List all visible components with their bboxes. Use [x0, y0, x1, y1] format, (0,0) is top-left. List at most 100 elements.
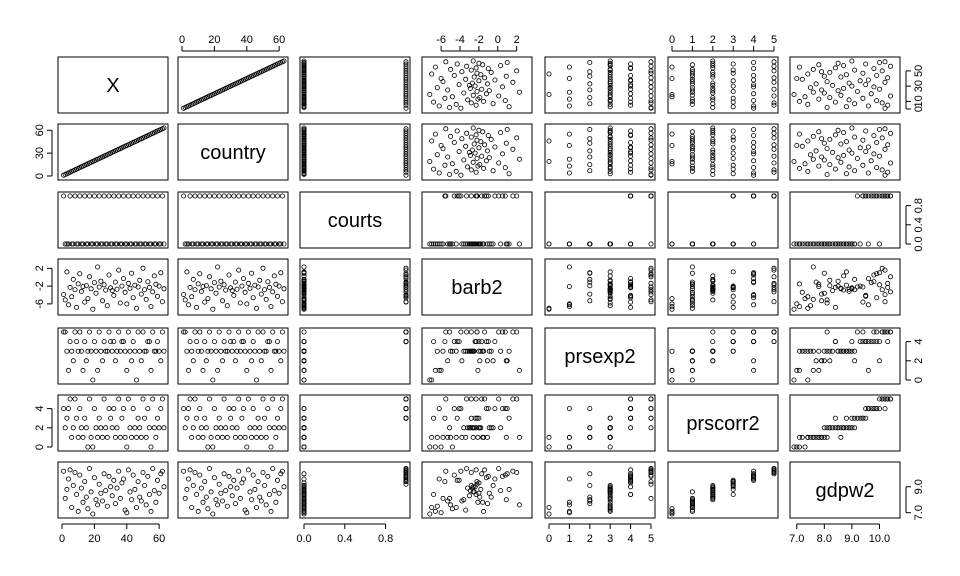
point-prscorr2-vs-barb2-61 [504, 406, 510, 412]
point-gdpw2-vs-prsexp2-46 [546, 504, 552, 510]
point-gdpw2-vs-country-45 [252, 486, 258, 492]
point-gdpw2-vs-prsexp2-58 [607, 499, 613, 505]
point-prsexp2-vs-country-28 [224, 348, 230, 354]
point-prscorr2-vs-barb2-20 [483, 406, 489, 412]
point-barb2-vs-X-32 [111, 292, 117, 298]
point-prscorr2-vs-gdpw2-43 [821, 434, 827, 440]
point-prscorr2-vs-barb2-4 [436, 406, 442, 412]
point-gdpw2-vs-barb2-60 [476, 490, 482, 496]
point-barb2-vs-X-28 [104, 303, 110, 309]
point-courts-vs-country-4 [185, 241, 191, 247]
point-prscorr2-vs-barb2-56 [464, 396, 470, 402]
point-barb2-vs-prsexp2-57 [607, 273, 613, 279]
point-courts-vs-gdpw2-45 [843, 241, 849, 247]
point-courts-vs-X-31 [109, 241, 115, 247]
point-country-vs-gdpw2-46 [805, 138, 811, 144]
point-barb2-vs-country-5 [187, 284, 193, 290]
point-prscorr2-vs-X-12 [78, 425, 84, 431]
point-barb2-vs-prsexp2-53 [628, 279, 634, 285]
point-prscorr2-vs-barb2-46 [429, 434, 435, 440]
point-barb2-vs-prsexp2-33 [587, 279, 593, 285]
right-axis-prsexp2: 024 [905, 339, 925, 383]
point-prsexp2-vs-country-20 [211, 339, 217, 345]
point-barb2-vs-prscorr2-41 [771, 280, 777, 286]
point-country-vs-courts-61 [301, 127, 307, 133]
point-courts-vs-gdpw2-43 [821, 241, 827, 247]
point-courts-vs-gdpw2-34 [846, 241, 852, 247]
point-courts-vs-country-26 [221, 193, 227, 199]
point-prscorr2-vs-X-20 [91, 406, 97, 412]
point-prscorr2-vs-country-8 [192, 396, 198, 402]
point-prsexp2-vs-barb2-8 [468, 329, 474, 335]
point-X-vs-courts-61 [301, 60, 307, 66]
point-country-vs-barb2-2 [447, 171, 453, 177]
point-X-vs-prscorr2-21 [710, 90, 716, 96]
point-prsexp2-vs-prscorr2-26 [771, 339, 777, 345]
point-barb2-vs-prsexp2-49 [587, 291, 593, 297]
point-X-vs-country-63 [281, 58, 287, 64]
point-X-vs-courts-47 [403, 70, 409, 76]
point-gdpw2-vs-barb2-50 [514, 469, 520, 475]
point-barb2-vs-X-15 [83, 283, 89, 289]
point-gdpw2-vs-country-43 [249, 497, 255, 503]
point-country-vs-gdpw2-38 [865, 144, 871, 150]
panel-frame [421, 191, 533, 249]
point-courts-vs-X-43 [129, 241, 135, 247]
point-country-vs-gdpw2-25 [819, 154, 825, 160]
point-prsexp2-vs-gdpw2-51 [852, 348, 858, 354]
point-X-vs-gdpw2-6 [805, 101, 811, 107]
point-courts-vs-barb2-51 [468, 241, 474, 247]
point-barb2-vs-country-11 [197, 271, 203, 277]
point-prscorr2-vs-gdpw2-42 [838, 425, 844, 431]
point-barb2-vs-X-57 [151, 273, 157, 279]
point-X-vs-prscorr2-8 [771, 100, 777, 106]
point-prscorr2-vs-X-53 [145, 406, 151, 412]
point-courts-vs-country-34 [234, 241, 240, 247]
point-country-vs-gdpw2-21 [821, 157, 827, 163]
point-prscorr2-vs-gdpw2-20 [868, 406, 874, 412]
point-country-vs-prsexp2-55 [566, 131, 572, 137]
point-courts-vs-country-61 [278, 241, 284, 247]
tick-label: 2 [710, 34, 716, 46]
point-prsexp2-vs-country-48 [257, 348, 263, 354]
point-courts-vs-country-48 [257, 241, 263, 247]
point-prsexp2-vs-country-5 [187, 339, 193, 345]
point-prsexp2-vs-barb2-29 [499, 329, 505, 335]
point-courts-vs-X-54 [146, 241, 152, 247]
point-barb2-vs-prscorr2-52 [689, 296, 695, 302]
point-barb2-vs-prscorr2-61 [751, 270, 757, 276]
point-X-vs-prsexp2-15 [587, 95, 593, 101]
point-prsexp2-vs-X-23 [96, 329, 102, 335]
point-prsexp2-vs-country-46 [253, 377, 259, 383]
point-X-vs-courts-20 [403, 91, 409, 97]
point-barb2-vs-prscorr2-2 [710, 297, 716, 303]
point-courts-vs-barb2-62 [443, 193, 449, 199]
point-prscorr2-vs-country-14 [202, 415, 208, 421]
point-X-vs-barb2-30 [472, 83, 478, 89]
point-barb2-vs-country-51 [262, 287, 268, 293]
panel-frame [667, 56, 779, 114]
point-prsexp2-vs-prscorr2-55 [669, 367, 675, 373]
point-X-vs-barb2-23 [474, 89, 480, 95]
point-prscorr2-vs-gdpw2-33 [813, 434, 819, 440]
point-prscorr2-vs-X-33 [112, 434, 118, 440]
point-gdpw2-vs-X-8 [72, 469, 78, 475]
point-barb2-vs-X-20 [91, 280, 97, 286]
point-prscorr2-vs-gdpw2-54 [832, 425, 838, 431]
point-courts-vs-gdpw2-59 [863, 193, 869, 199]
point-prsexp2-vs-barb2-52 [448, 348, 454, 354]
bottom-axis-gdpw2: 7.0 8.0 9.0 10.0 [789, 523, 890, 545]
point-X-vs-gdpw2-22 [810, 89, 816, 95]
point-prsexp2-vs-barb2-48 [488, 348, 494, 354]
panel-prscorr2-vs-barb2 [421, 394, 533, 452]
panel-frame [544, 327, 656, 385]
point-prsexp2-vs-X-39 [122, 348, 128, 354]
point-barb2-vs-country-22 [215, 264, 221, 270]
point-prsexp2-vs-country-12 [198, 348, 204, 354]
point-barb2-vs-country-52 [263, 296, 269, 302]
point-prscorr2-vs-country-19 [210, 444, 216, 450]
point-prsexp2-vs-gdpw2-22 [810, 367, 816, 373]
point-prscorr2-vs-barb2-26 [479, 396, 485, 402]
point-prsexp2-vs-X-4 [66, 367, 72, 373]
point-gdpw2-vs-prsexp2-54 [628, 491, 634, 497]
